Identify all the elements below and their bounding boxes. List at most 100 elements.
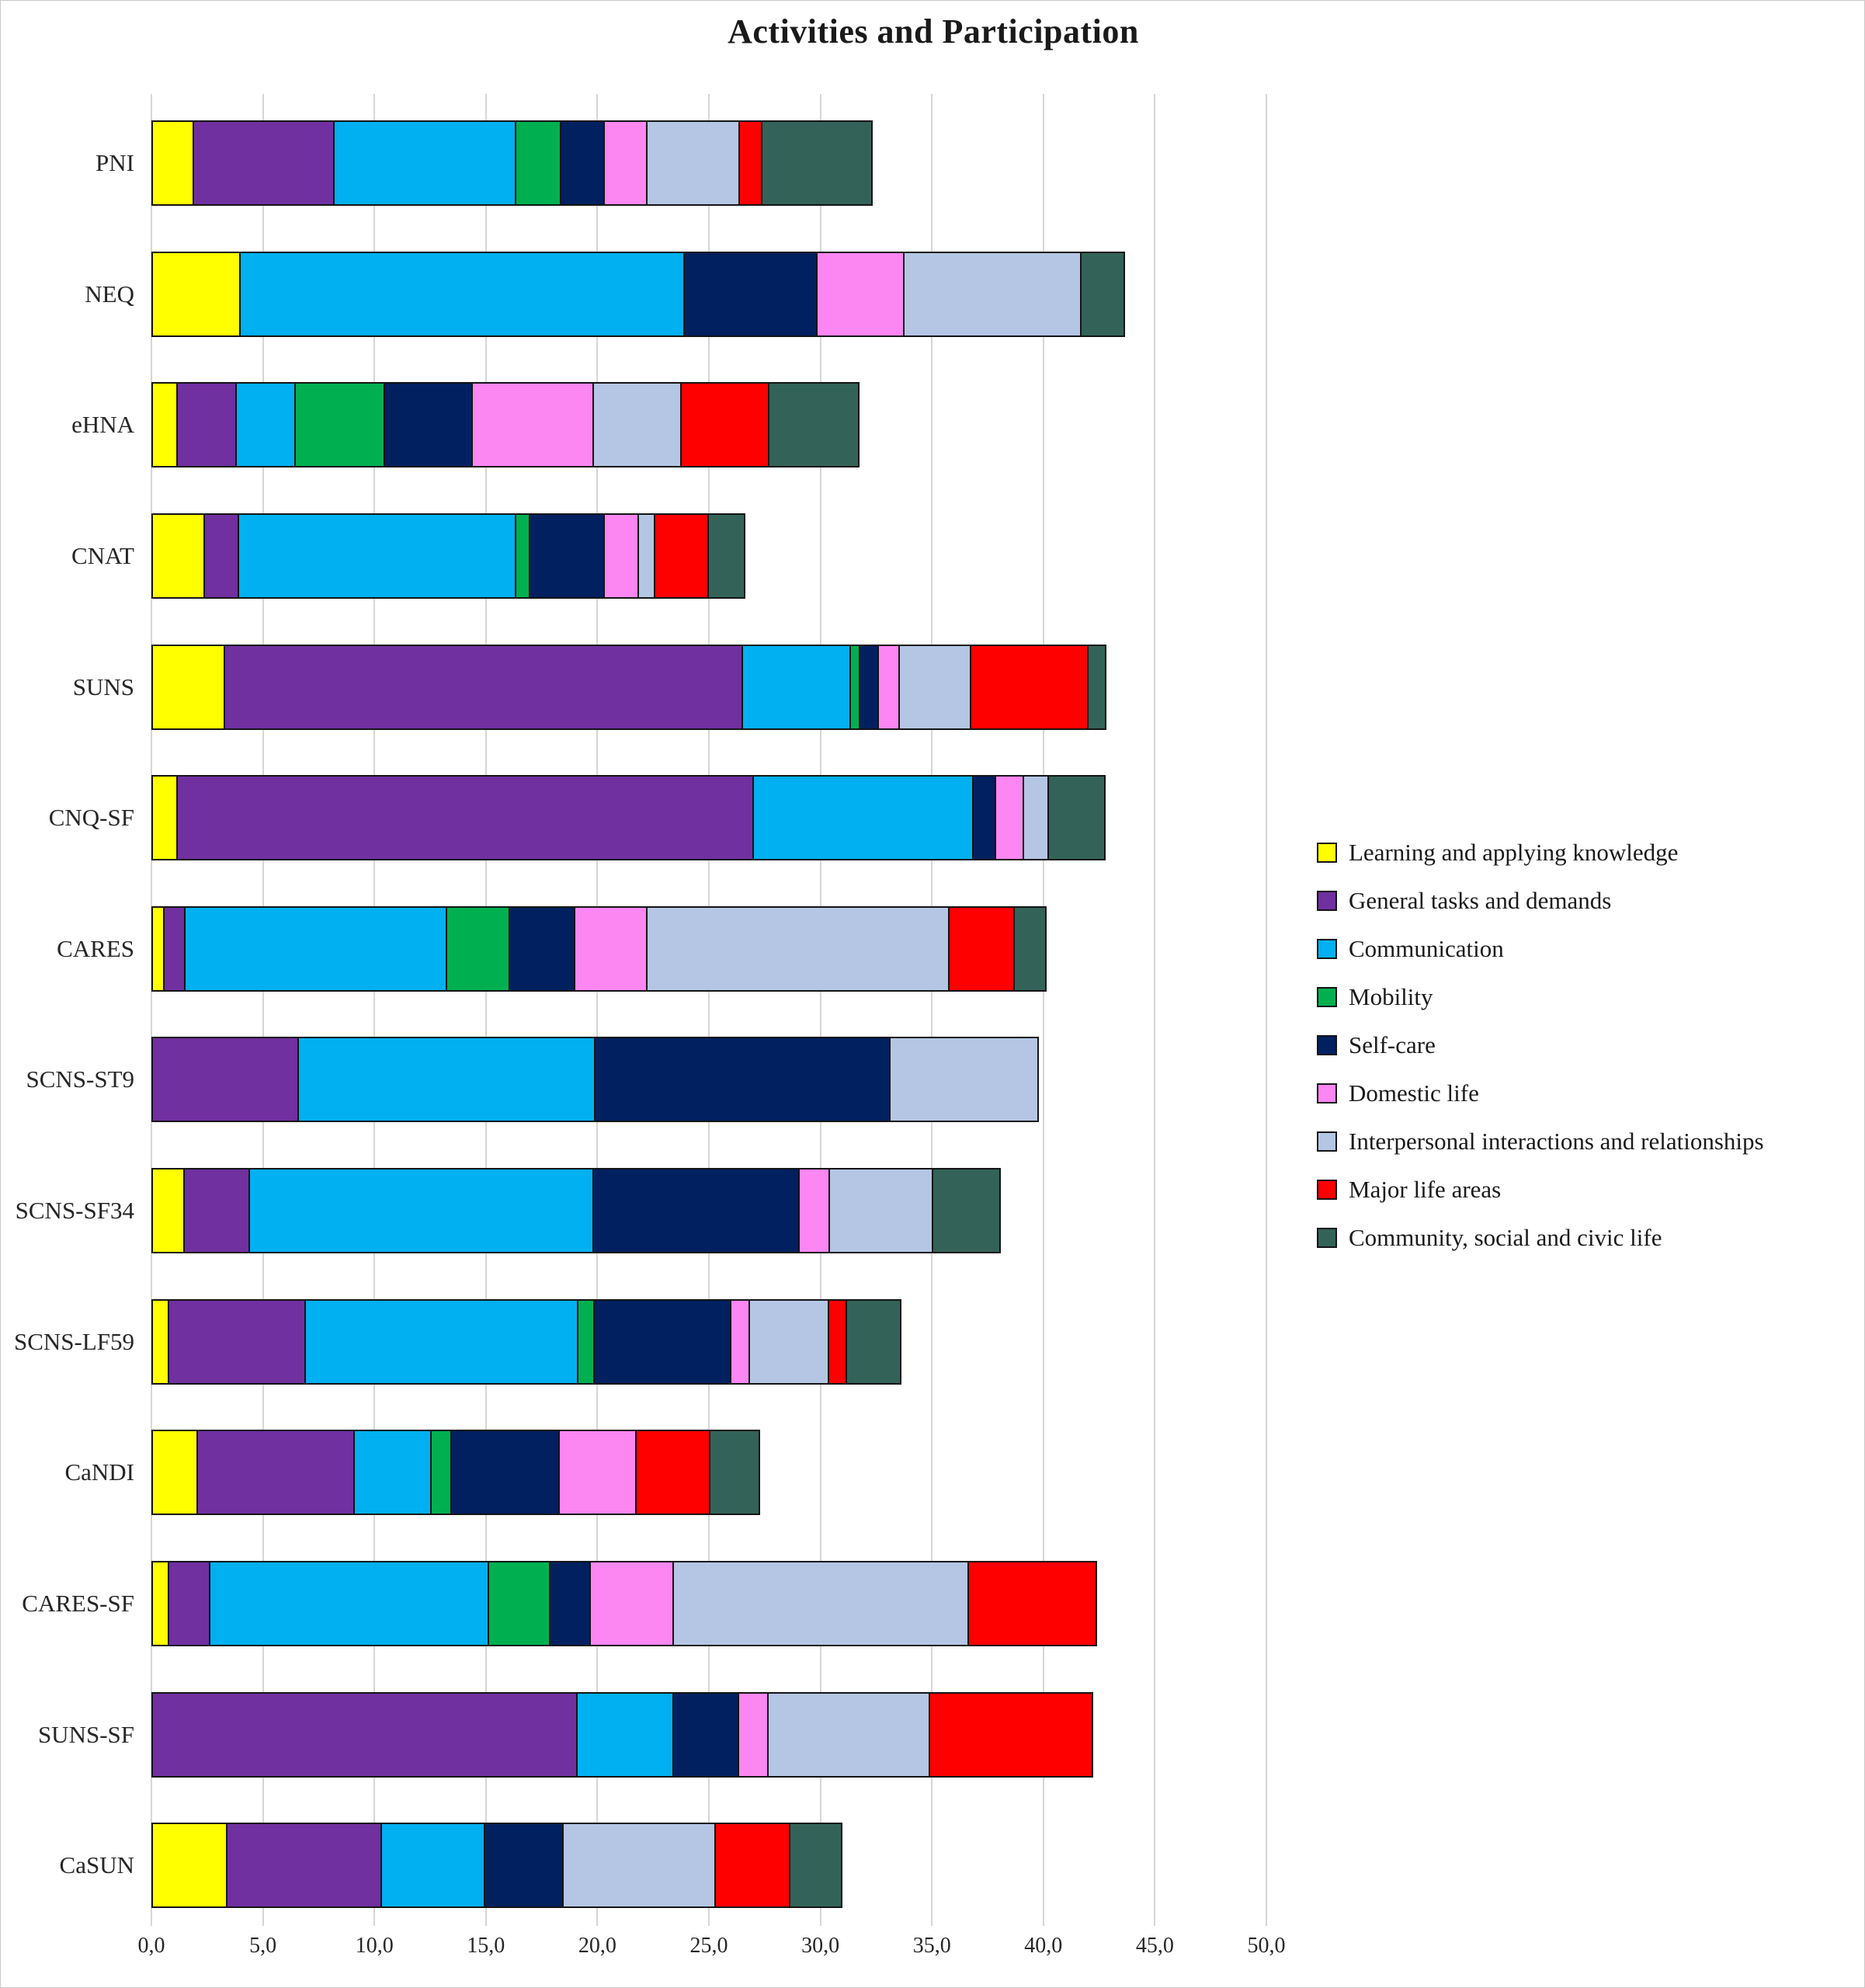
bar-segment [560,120,605,206]
bar-segment [167,1298,307,1385]
bar-segment [353,1430,432,1516]
bar-segment [1047,775,1106,861]
stacked-bar [151,1430,761,1516]
bar-segment [846,1298,902,1385]
gridline [262,94,264,1926]
bar-segment [859,644,879,730]
stacked-bar [151,644,1107,730]
bar-segment [903,251,1082,337]
legend-swatch-icon [1317,1035,1337,1055]
category-label: SCNS-SF34 [15,1197,134,1225]
gridline [1154,94,1156,1926]
bar-segment [788,1823,842,1909]
gridline [373,94,376,1926]
bar-segment [151,1168,186,1254]
legend-item: Communication [1317,934,1764,964]
bar-segment [151,513,205,599]
legend-label: Domestic life [1349,1079,1479,1107]
bar-segment [151,251,241,337]
bar-segment [151,644,225,730]
legend-item: General tasks and demands [1317,886,1764,916]
stacked-bar [151,1168,1001,1254]
legend-item: Interpersonal interactions and relations… [1317,1127,1764,1156]
category-label: SUNS-SF [37,1720,134,1748]
legend-item: Domestic life [1317,1079,1764,1108]
bar-segment [238,251,686,337]
bar-segment [304,1298,579,1385]
legend-label: Interpersonal interactions and relations… [1349,1128,1764,1155]
legend-swatch-icon [1317,987,1337,1007]
bar-segment [593,1298,732,1385]
bar-segment [183,1168,251,1254]
gridline [151,94,152,1926]
bar-segment [429,1430,453,1516]
bar-segment [558,1430,637,1516]
stacked-bar [151,1037,1039,1123]
bar-segment [528,513,605,599]
bar-segment [151,382,179,468]
bar-segment [679,382,769,468]
bar-segment [509,905,576,992]
bar-segment [514,513,530,599]
bar-segment [761,120,873,206]
bar-segment [646,905,950,992]
bar-segment [709,1430,761,1516]
bar-segment [683,251,818,337]
bar-segment [562,1823,717,1909]
stacked-bar [151,775,1106,861]
gridline [484,94,487,1926]
x-axis-tick-label: 5,0 [249,1934,277,1958]
bar-segment [603,120,648,206]
bar-segment [592,1168,801,1254]
stacked-bar [151,1298,902,1385]
bar-segment [445,905,511,992]
legend-label: Major life areas [1349,1176,1502,1203]
category-label: CaNDI [64,1458,134,1486]
legend-item: Mobility [1317,982,1764,1012]
bar-segment [248,1168,595,1254]
bar-segment [828,1168,933,1254]
bar-segment [752,775,974,861]
stacked-bar [151,1823,842,1909]
bar-segment [151,1298,169,1385]
bar-segment [970,644,1089,730]
bar-segment [577,1298,596,1385]
bar-segment [151,1691,578,1778]
x-axis-tick-label: 50,0 [1247,1934,1286,1958]
bar-segment [931,1168,1001,1254]
gridline [931,94,933,1926]
category-label: SCNS-LF59 [13,1327,134,1355]
bar-segment [151,1430,199,1516]
legend-item: Community, social and civic life [1317,1223,1764,1253]
bar-segment [767,382,860,468]
gridline [596,94,599,1926]
bar-segment [877,644,900,730]
bar-segment [151,120,194,206]
bar-segment [384,382,474,468]
bar-segment [827,1298,848,1385]
bar-segment [995,775,1024,861]
bar-segment [237,513,516,599]
gridline [819,94,821,1926]
bar-segment [730,1298,751,1385]
legend-label: General tasks and demands [1349,887,1612,914]
bar-segment [293,382,386,468]
bar-segment [707,513,746,599]
bar-segment [672,1691,740,1778]
bar-segment [815,251,905,337]
bar-segment [176,382,237,468]
bar-segment [748,1298,829,1385]
category-label: CARES [57,934,134,962]
gridline [1266,94,1267,1926]
category-label: SCNS-ST9 [26,1065,134,1093]
x-axis-tick-label: 40,0 [1024,1934,1063,1958]
gridline [708,94,710,1926]
bar-segment [637,513,655,599]
x-axis-tick-label: 15,0 [467,1934,505,1958]
legend-item: Self-care [1317,1030,1764,1060]
bar-segment [151,1561,169,1647]
bar-segment [575,1691,674,1778]
bar-segment [176,775,755,861]
bar-segment [798,1168,830,1254]
x-axis-tick-label: 20,0 [578,1934,616,1958]
